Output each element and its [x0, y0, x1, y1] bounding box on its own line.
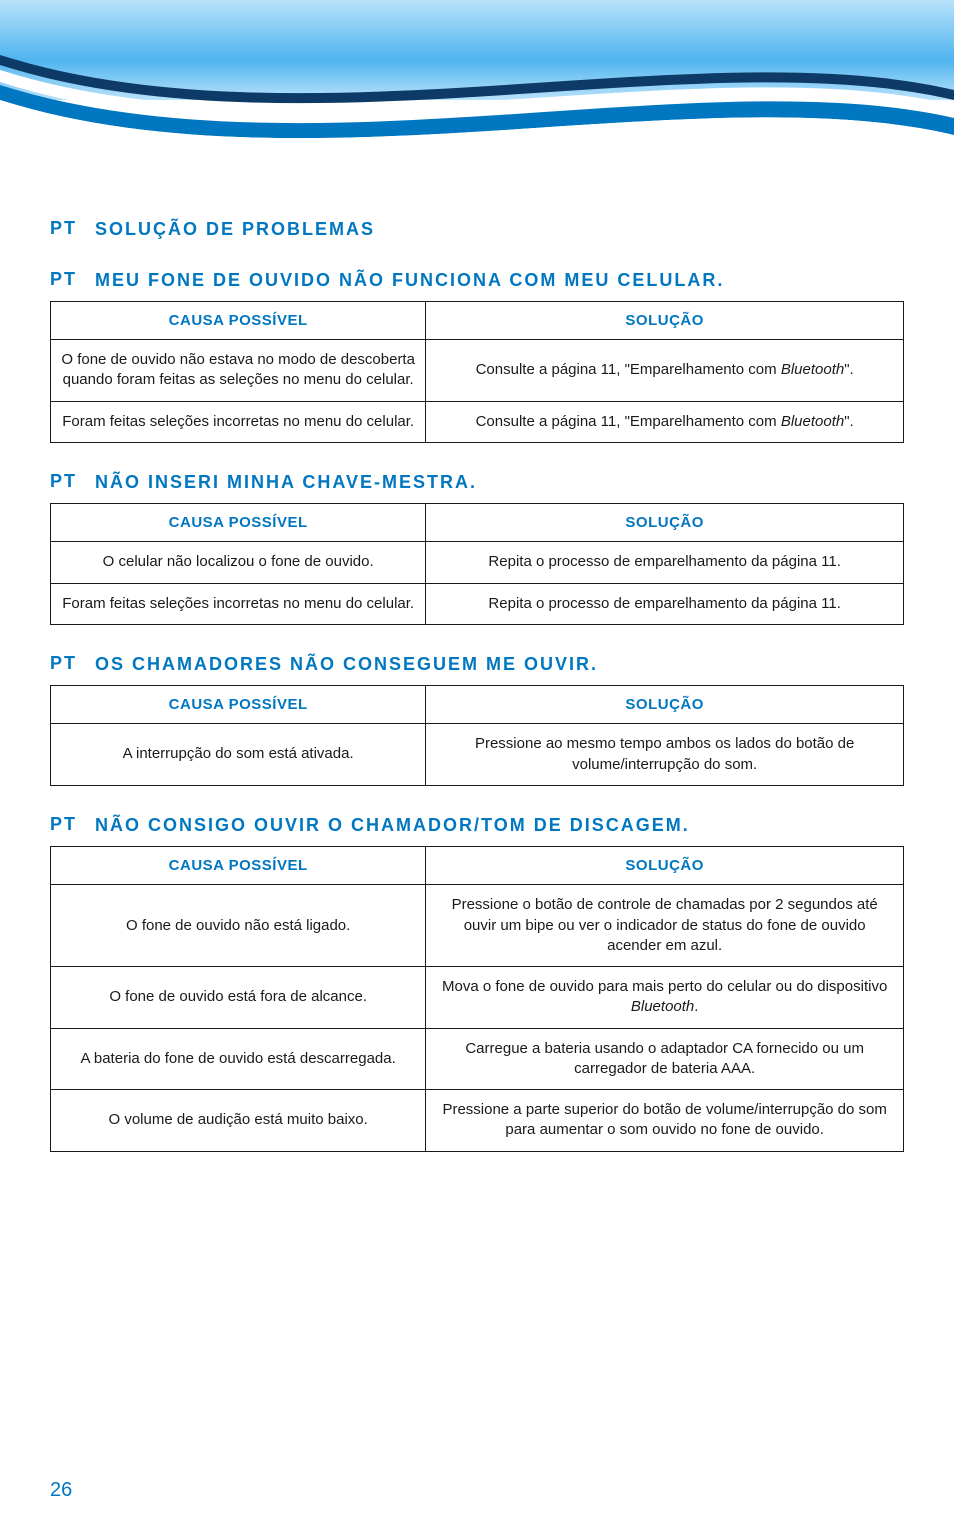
table-row: Foram feitas seleções incorretas no menu… — [51, 583, 904, 624]
table-cant-hear: CAUSA POSSÍVEL SOLUÇÃO O fone de ouvido … — [50, 846, 904, 1151]
section-heading: NÃO CONSIGO OUVIR O CHAMADOR/TOM DE DISC… — [95, 814, 690, 837]
table-row: O fone de ouvido não está ligado. Pressi… — [51, 885, 904, 967]
section-title-troubleshooting: PT SOLUÇÃO DE PROBLEMAS — [50, 218, 904, 241]
cell-cause: A interrupção do som está ativada. — [51, 724, 426, 786]
cell-cause: Foram feitas seleções incorretas no menu… — [51, 401, 426, 442]
col-header-solution: SOLUÇÃO — [426, 847, 904, 885]
section-title-2: PT NÃO INSERI MINHA CHAVE-MESTRA. — [50, 471, 904, 494]
col-header-solution: SOLUÇÃO — [426, 302, 904, 340]
table-row: O celular não localizou o fone de ouvido… — [51, 542, 904, 583]
col-header-cause: CAUSA POSSÍVEL — [51, 302, 426, 340]
cell-solution: Carregue a bateria usando o adaptador CA… — [426, 1028, 904, 1090]
cell-solution: Pressione ao mesmo tempo ambos os lados … — [426, 724, 904, 786]
table-headset-not-working: CAUSA POSSÍVEL SOLUÇÃO O fone de ouvido … — [50, 301, 904, 443]
section-title-3: PT OS CHAMADORES NÃO CONSEGUEM ME OUVIR. — [50, 653, 904, 676]
table-row: A bateria do fone de ouvido está descarr… — [51, 1028, 904, 1090]
cell-cause: O volume de audição está muito baixo. — [51, 1090, 426, 1152]
section-heading: NÃO INSERI MINHA CHAVE-MESTRA. — [95, 471, 477, 494]
cell-solution: Repita o processo de emparelhamento da p… — [426, 542, 904, 583]
table-row: O fone de ouvido está fora de alcance. M… — [51, 967, 904, 1029]
table-row: O volume de audição está muito baixo. Pr… — [51, 1090, 904, 1152]
col-header-solution: SOLUÇÃO — [426, 686, 904, 724]
lang-tag: PT — [50, 471, 77, 492]
lang-tag: PT — [50, 653, 77, 674]
col-header-cause: CAUSA POSSÍVEL — [51, 686, 426, 724]
cell-solution: Pressione a parte superior do botão de v… — [426, 1090, 904, 1152]
cell-cause: O fone de ouvido não está ligado. — [51, 885, 426, 967]
section-heading: OS CHAMADORES NÃO CONSEGUEM ME OUVIR. — [95, 653, 598, 676]
page-number: 26 — [50, 1479, 72, 1502]
cell-solution: Mova o fone de ouvido para mais perto do… — [426, 967, 904, 1029]
col-header-cause: CAUSA POSSÍVEL — [51, 504, 426, 542]
lang-tag: PT — [50, 218, 77, 239]
lang-tag: PT — [50, 814, 77, 835]
cell-solution: Consulte a página 11, "Emparelhamento co… — [426, 340, 904, 402]
cell-solution: Pressione o botão de controle de chamada… — [426, 885, 904, 967]
table-callers-cant-hear: CAUSA POSSÍVEL SOLUÇÃO A interrupção do … — [50, 685, 904, 786]
table-row: Foram feitas seleções incorretas no menu… — [51, 401, 904, 442]
col-header-solution: SOLUÇÃO — [426, 504, 904, 542]
cell-cause: O fone de ouvido está fora de alcance. — [51, 967, 426, 1029]
header-swoosh — [0, 0, 954, 170]
section-heading: SOLUÇÃO DE PROBLEMAS — [95, 218, 375, 241]
table-row: O fone de ouvido não estava no modo de d… — [51, 340, 904, 402]
cell-cause: A bateria do fone de ouvido está descarr… — [51, 1028, 426, 1090]
lang-tag: PT — [50, 269, 77, 290]
page-content: PT SOLUÇÃO DE PROBLEMAS PT MEU FONE DE O… — [0, 170, 954, 1152]
cell-solution: Consulte a página 11, "Emparelhamento co… — [426, 401, 904, 442]
table-row: A interrupção do som está ativada. Press… — [51, 724, 904, 786]
col-header-cause: CAUSA POSSÍVEL — [51, 847, 426, 885]
section-heading: MEU FONE DE OUVIDO NÃO FUNCIONA COM MEU … — [95, 269, 724, 292]
cell-solution: Repita o processo de emparelhamento da p… — [426, 583, 904, 624]
table-passkey: CAUSA POSSÍVEL SOLUÇÃO O celular não loc… — [50, 503, 904, 625]
cell-cause: O fone de ouvido não estava no modo de d… — [51, 340, 426, 402]
cell-cause: Foram feitas seleções incorretas no menu… — [51, 583, 426, 624]
section-title-4: PT NÃO CONSIGO OUVIR O CHAMADOR/TOM DE D… — [50, 814, 904, 837]
section-title-1: PT MEU FONE DE OUVIDO NÃO FUNCIONA COM M… — [50, 269, 904, 292]
cell-cause: O celular não localizou o fone de ouvido… — [51, 542, 426, 583]
